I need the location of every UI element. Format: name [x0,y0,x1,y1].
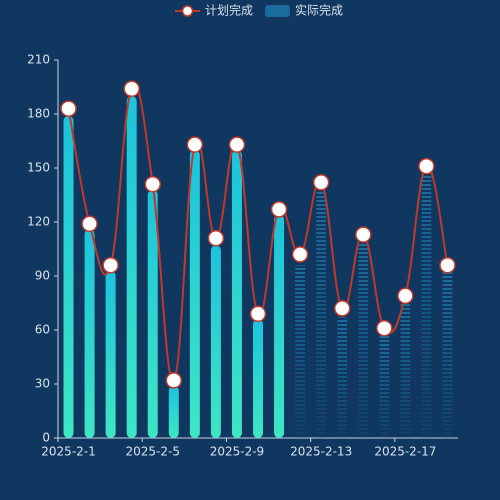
bar [421,171,432,438]
bar [316,189,327,438]
point [249,305,267,323]
point [418,157,435,175]
bar [168,385,179,438]
y-tick-label: 0 [42,431,50,445]
point [312,174,330,191]
legend-marker [265,5,291,17]
x-tick-label: 2025-2-1 [41,445,95,459]
y-tick-label: 210 [27,53,50,67]
point [81,215,98,233]
x-tick-label: 2025-2-9 [210,445,264,459]
legend-label: 计划完成 [205,3,253,18]
bar [105,270,116,438]
point [207,229,225,247]
bar [63,115,74,439]
point [144,175,161,193]
bar [337,317,348,438]
y-tick-label: 30 [35,377,50,391]
bar [379,335,390,438]
bar [295,265,306,438]
point [123,80,140,98]
bar [126,96,137,438]
bar [189,150,200,438]
y-tick-label: 150 [27,161,50,175]
point [439,256,456,274]
point [165,372,183,389]
y-tick-label: 180 [27,107,50,121]
bar [231,150,242,438]
bar [442,270,453,438]
bar [400,299,411,438]
x-tick-label: 2025-2-13 [290,445,352,459]
bar [253,319,263,438]
bar [210,245,221,438]
x-tick-label: 2025-2-5 [126,445,180,459]
point [291,246,309,263]
point [186,136,204,153]
point [60,100,77,117]
y-tick-label: 90 [35,269,50,283]
point [228,136,246,153]
point [270,201,288,218]
bar [84,229,95,438]
legend-label: 实际完成 [295,3,343,18]
point [355,226,372,243]
point [376,319,393,337]
y-tick-label: 120 [27,215,50,229]
x-tick-label: 2025-2-17 [374,445,436,459]
bar [358,240,369,438]
point [333,300,351,317]
point [102,256,119,274]
bar [274,214,285,438]
y-tick-label: 60 [35,323,50,337]
bar [147,189,158,438]
point [397,287,414,305]
legend-marker [181,5,194,17]
